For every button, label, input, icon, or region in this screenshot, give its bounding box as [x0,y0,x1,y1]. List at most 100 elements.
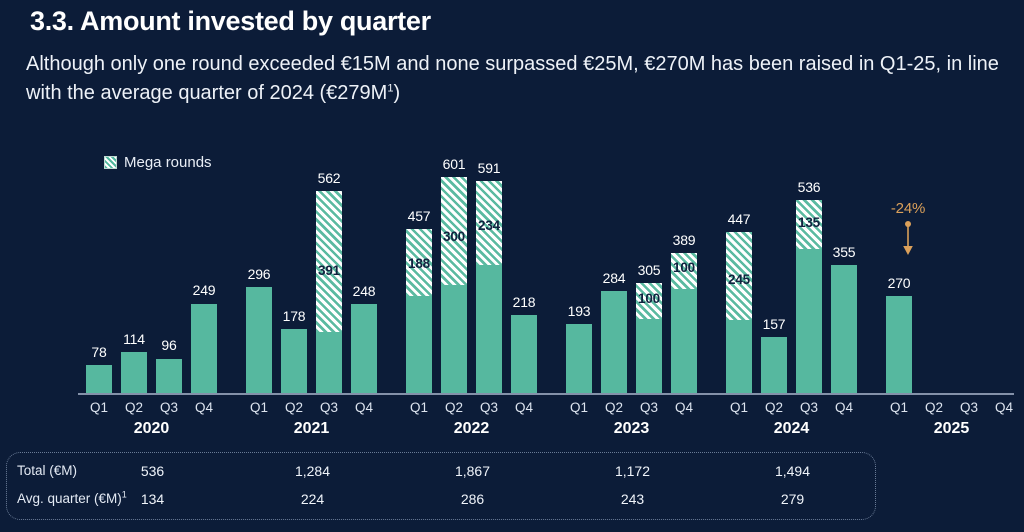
bar-segment-base [636,319,662,393]
bar: 100 [671,253,697,393]
bar [886,295,912,393]
bar [761,336,787,393]
x-axis-line [78,393,1014,395]
x-tick-label: Q2 [444,400,463,415]
bar-value-label: 96 [161,337,177,354]
bar [121,352,147,393]
x-tick-label: Q4 [354,400,373,415]
bar [351,303,377,393]
change-annotation: -24% [876,200,940,256]
x-axis-year-label: 2025 [933,420,970,437]
bar-segment-mega-rounds: 100 [671,253,697,290]
bar: 100 [636,283,662,393]
summary-table-cell: 1,867 [454,463,491,479]
x-tick-label: Q4 [834,400,853,415]
bar-segment-base [761,336,787,393]
x-tick-label: Q2 [124,400,143,415]
bar-segment-base [86,364,112,393]
bar-value-label: 248 [352,282,376,299]
summary-row-header: Total (€M) [17,463,78,478]
bar-segment-value-label: 234 [478,217,500,233]
summary-table-cell: 134 [140,491,165,507]
bar-value-label: 157 [762,315,786,332]
bar-value-label: 78 [91,343,107,360]
bar-segment-value-label: 245 [728,271,750,287]
summary-table-cell: 286 [460,491,485,507]
bar-segment-base [886,295,912,393]
bar-value-label: 536 [797,179,821,196]
bar-value-label: 178 [282,308,306,324]
bar-segment-base [121,352,147,393]
bar: 300 [441,176,467,393]
x-axis-year-label: 2021 [293,420,330,437]
x-tick-label: Q2 [764,400,783,415]
x-tick-label: Q1 [249,400,268,415]
bar-value-label: 296 [247,265,271,282]
summary-table-cell: 1,172 [614,463,651,479]
bar: 245 [726,232,752,393]
x-tick-label: Q1 [89,400,108,415]
bar-segment-value-label: 188 [408,255,430,271]
bar-segment-value-label: 100 [638,290,660,306]
x-tick-label: Q3 [959,400,978,415]
bar-value-label: 591 [477,159,501,176]
x-axis-year-label: 2024 [773,420,810,437]
summary-table-row: Avg. quarter (€M)1 134 224 286 243 279 [7,487,875,515]
summary-table-cell: 224 [300,491,325,507]
bar-segment-base [316,331,342,393]
bar-value-label: 447 [727,211,751,228]
bar-segment-mega-rounds: 391 [316,190,342,332]
x-tick-label: Q1 [729,400,748,415]
summary-table-cell: 536 [140,463,165,479]
bar-segment-base [406,296,432,393]
bar-value-label: 193 [567,302,591,319]
bar [511,314,537,393]
bar-segment-base [281,329,307,393]
legend-item-label: Mega rounds [124,154,212,171]
bar-segment-value-label: 135 [798,215,820,231]
x-tick-label: Q4 [514,400,533,415]
x-tick-label: Q2 [284,400,303,415]
bar-value-label: 218 [512,293,536,310]
bar-value-label: 270 [887,274,911,291]
bar: 391 [316,190,342,393]
x-tick-label: Q1 [889,400,908,415]
subtitle-suffix: ) [393,82,401,104]
bar-value-label: 562 [317,169,341,186]
bar-segment-mega-rounds: 135 [796,200,822,249]
bar-segment-mega-rounds: 100 [636,283,662,320]
summary-footnote-marker: 1 [121,489,127,500]
bar [831,265,857,393]
summary-table: Total (€M) 536 1,284 1,867 1,172 1,494 Avg. qu… [6,452,876,520]
x-tick-label: Q3 [479,400,498,415]
x-axis-year-label: 2020 [133,420,170,437]
summary-table-cell: 279 [780,491,805,507]
bar-segment-value-label: 300 [443,228,465,244]
bar-segment-base [476,264,502,393]
x-tick-label: Q3 [319,400,338,415]
bar-value-label: 355 [832,244,856,261]
bar-segment-base [566,323,592,393]
bar-segment-base [671,289,697,393]
bar-segment-value-label: 100 [673,260,695,276]
bar [601,290,627,393]
bar-segment-mega-rounds: 245 [726,232,752,321]
bar-segment-value-label: 391 [318,263,340,279]
x-axis-year-label: 2022 [453,420,490,437]
bar-segment-base [351,303,377,393]
x-axis-year-label: 2023 [613,420,650,437]
bar-segment-mega-rounds: 300 [441,176,467,285]
bar: 188 [406,228,432,393]
summary-table-cell: 1,284 [294,463,331,479]
bar [191,303,217,393]
summary-table-cell: 243 [620,491,645,507]
x-tick-label: Q4 [194,400,213,415]
summary-table-cell: 1,494 [774,463,811,479]
x-tick-label: Q3 [799,400,818,415]
bar-value-label: 305 [637,262,661,279]
x-tick-label: Q1 [409,400,428,415]
bar [566,323,592,393]
bar-segment-base [246,286,272,393]
page-title: 3.3. Amount invested by quarter [30,6,431,36]
bar: 234 [476,180,502,393]
